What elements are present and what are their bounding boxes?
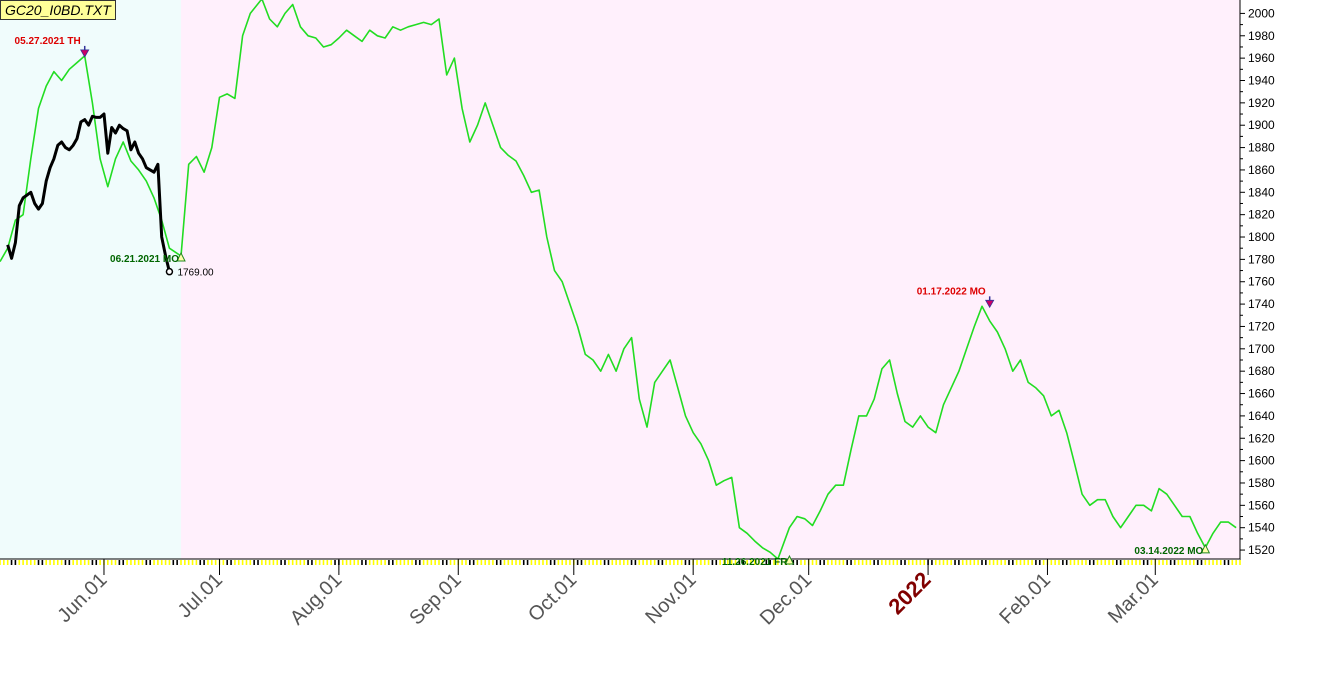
x-tick-label: Dec.01 bbox=[756, 569, 816, 629]
y-tick-label: 1680 bbox=[1248, 364, 1275, 378]
y-tick-label: 2000 bbox=[1248, 6, 1275, 20]
y-tick-label: 1540 bbox=[1248, 521, 1275, 535]
y-tick-label: 1600 bbox=[1248, 454, 1275, 468]
low-annotation-label: 03.14.2022 MO bbox=[1134, 546, 1203, 557]
x-tick-label: Oct.01 bbox=[524, 569, 581, 626]
y-tick-label: 1780 bbox=[1248, 252, 1275, 266]
last-price-label: 1769.00 bbox=[177, 268, 214, 279]
low-annotation-label: 06.21.2021 MO bbox=[110, 254, 179, 265]
forecast-line bbox=[0, 0, 1237, 560]
low-marker-arrow bbox=[176, 251, 186, 262]
y-tick-label: 1800 bbox=[1248, 230, 1275, 244]
x-tick-label: Jun.01 bbox=[53, 569, 111, 627]
x-tick-label: Mar.01 bbox=[1104, 569, 1163, 628]
y-tick-label: 1920 bbox=[1248, 96, 1275, 110]
high-marker-arrow bbox=[80, 49, 90, 58]
y-tick-label: 1840 bbox=[1248, 185, 1275, 199]
y-tick-label: 1700 bbox=[1248, 342, 1275, 356]
y-tick-label: 1880 bbox=[1248, 141, 1275, 155]
y-tick-label: 1660 bbox=[1248, 387, 1275, 401]
high-marker-arrow bbox=[985, 299, 995, 309]
x-tick-label: Aug.01 bbox=[286, 569, 346, 629]
last-price-marker bbox=[165, 267, 174, 276]
low-marker-arrow bbox=[784, 554, 795, 565]
series-layer: 1769.00 bbox=[0, 0, 1237, 560]
y-tick-label: 1940 bbox=[1248, 73, 1275, 87]
y-tick-label: 1980 bbox=[1248, 29, 1275, 43]
low-annotation-label: 11.26.2021 FR bbox=[722, 557, 788, 568]
y-tick-label: 1520 bbox=[1248, 543, 1275, 557]
y-tick-label: 1580 bbox=[1248, 476, 1275, 490]
x-axis: Jun.01 Jul.01 Aug.01 Sep.01 Oct.01 Nov.01 Dec.… bbox=[0, 559, 1241, 629]
x-tick-label: Nov.01 bbox=[641, 569, 700, 628]
y-axis: 1520 1540 1560 1580 1600 1620 1640 1660 1680 1700… bbox=[1240, 6, 1275, 557]
x-tick-label: Jul.01 bbox=[174, 569, 227, 622]
y-tick-label: 1720 bbox=[1248, 319, 1275, 333]
high-annotation-label: 01.17.2022 MO bbox=[917, 286, 986, 297]
zone-past-background bbox=[0, 0, 181, 559]
x-tick-label: Feb.01 bbox=[995, 569, 1055, 629]
y-tick-label: 1620 bbox=[1248, 431, 1275, 445]
y-tick-label: 1820 bbox=[1248, 208, 1275, 222]
chart-title: GC20_I0BD.TXT bbox=[0, 0, 116, 20]
y-tick-label: 1860 bbox=[1248, 163, 1275, 177]
y-tick-label: 1900 bbox=[1248, 118, 1275, 132]
actual-price-line bbox=[6, 112, 171, 273]
zone-future-background bbox=[180, 0, 1241, 559]
y-tick-label: 1740 bbox=[1248, 297, 1275, 311]
y-tick-label: 1640 bbox=[1248, 409, 1275, 423]
y-tick-label: 1560 bbox=[1248, 498, 1275, 512]
y-tick-label: 1960 bbox=[1248, 51, 1275, 65]
low-marker-arrow bbox=[1200, 543, 1211, 554]
x-tick-label: Sep.01 bbox=[405, 569, 465, 629]
y-tick-label: 1760 bbox=[1248, 275, 1275, 289]
high-annotation-label: 05.27.2021 TH bbox=[15, 36, 81, 47]
